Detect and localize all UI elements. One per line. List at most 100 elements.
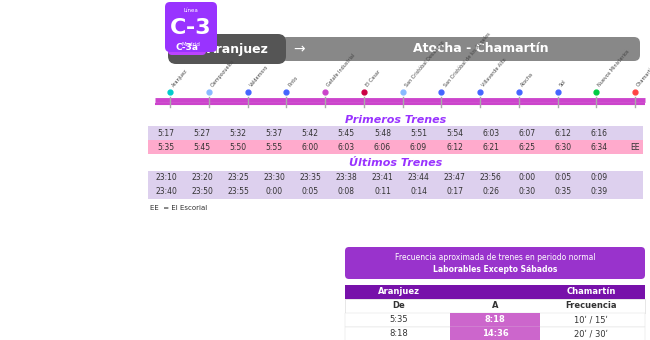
Text: 0:00: 0:00 xyxy=(266,187,283,197)
Text: San Cristóbal Desahogo: San Cristóbal Desahogo xyxy=(404,39,445,88)
Text: Atocha: Atocha xyxy=(520,72,534,88)
Text: Aranjuez: Aranjuez xyxy=(207,42,269,55)
Text: EE  = El Escorial: EE = El Escorial xyxy=(150,205,207,211)
Text: 23:20: 23:20 xyxy=(191,173,213,183)
Text: 6:03: 6:03 xyxy=(338,142,355,152)
Text: 5:51: 5:51 xyxy=(410,129,427,137)
Text: →: → xyxy=(293,42,305,56)
Text: 8:18: 8:18 xyxy=(485,316,506,324)
Text: Valdemoro: Valdemoro xyxy=(248,65,269,88)
Bar xyxy=(345,299,645,313)
Bar xyxy=(148,185,643,199)
Text: 23:56: 23:56 xyxy=(480,173,502,183)
Text: 0:17: 0:17 xyxy=(446,187,463,197)
Text: Madrid: Madrid xyxy=(181,41,200,47)
Text: 0:05: 0:05 xyxy=(554,173,571,183)
Text: 23:38: 23:38 xyxy=(335,173,358,183)
Bar xyxy=(148,140,643,154)
Text: 6:12: 6:12 xyxy=(554,129,571,137)
Text: Sol: Sol xyxy=(558,79,567,88)
Text: Laborables Excepto Sábados: Laborables Excepto Sábados xyxy=(433,265,557,273)
Text: 5:32: 5:32 xyxy=(229,129,246,137)
Text: 0:26: 0:26 xyxy=(482,187,499,197)
Text: 23:25: 23:25 xyxy=(227,173,249,183)
Text: 8:18: 8:18 xyxy=(389,329,408,339)
Text: 6:25: 6:25 xyxy=(518,142,535,152)
Text: 5:17: 5:17 xyxy=(157,129,174,137)
Text: 5:54: 5:54 xyxy=(446,129,463,137)
Text: 6:16: 6:16 xyxy=(590,129,607,137)
Text: 6:09: 6:09 xyxy=(410,142,427,152)
Text: 6:07: 6:07 xyxy=(518,129,536,137)
Text: Línea: Línea xyxy=(183,7,198,13)
Text: C-3a: C-3a xyxy=(176,42,198,51)
Text: 23:50: 23:50 xyxy=(191,187,213,197)
FancyBboxPatch shape xyxy=(168,39,206,55)
Text: 0:35: 0:35 xyxy=(554,187,571,197)
Text: 10ʹ / 15ʹ: 10ʹ / 15ʹ xyxy=(574,316,608,324)
FancyBboxPatch shape xyxy=(165,2,217,52)
Text: A: A xyxy=(492,302,499,310)
Text: 5:45: 5:45 xyxy=(194,142,211,152)
Text: Ciempozuelos: Ciempozuelos xyxy=(210,58,236,88)
Text: 0:14: 0:14 xyxy=(410,187,427,197)
Text: Aranjuez: Aranjuez xyxy=(378,288,420,296)
Text: 5:37: 5:37 xyxy=(266,129,283,137)
Text: 0:11: 0:11 xyxy=(374,187,391,197)
Text: 23:44: 23:44 xyxy=(408,173,430,183)
Bar xyxy=(148,171,643,185)
Text: El Casar: El Casar xyxy=(365,69,382,88)
Text: Getafe Industrial: Getafe Industrial xyxy=(326,53,356,88)
FancyBboxPatch shape xyxy=(345,247,645,279)
Bar xyxy=(148,126,643,140)
Text: Chamartín: Chamartín xyxy=(636,65,650,88)
Text: Aranjuez: Aranjuez xyxy=(171,68,188,88)
Text: 14:36: 14:36 xyxy=(482,329,508,339)
Text: 5:35: 5:35 xyxy=(390,316,408,324)
Text: Frecuencia: Frecuencia xyxy=(566,302,617,310)
Text: 5:48: 5:48 xyxy=(374,129,391,137)
Text: 5:45: 5:45 xyxy=(338,129,355,137)
Text: 5:55: 5:55 xyxy=(266,142,283,152)
Text: 5:42: 5:42 xyxy=(302,129,318,137)
Text: 23:35: 23:35 xyxy=(300,173,321,183)
Bar xyxy=(450,327,540,340)
Text: 23:40: 23:40 xyxy=(155,187,177,197)
Text: 20ʹ / 30ʹ: 20ʹ / 30ʹ xyxy=(574,329,608,339)
FancyBboxPatch shape xyxy=(281,37,640,61)
Text: Atocha - Chamartín: Atocha - Chamartín xyxy=(413,42,549,55)
Text: Últimos Trenes: Últimos Trenes xyxy=(349,158,442,168)
Text: 0:00: 0:00 xyxy=(518,173,536,183)
Text: 6:12: 6:12 xyxy=(446,142,463,152)
Text: 0:08: 0:08 xyxy=(338,187,355,197)
Bar xyxy=(450,313,540,327)
Text: 23:30: 23:30 xyxy=(263,173,285,183)
Text: Nuevos Ministerios: Nuevos Ministerios xyxy=(597,49,631,88)
Text: 23:10: 23:10 xyxy=(155,173,177,183)
Bar xyxy=(345,285,645,299)
Text: 0:39: 0:39 xyxy=(590,187,608,197)
Text: EE: EE xyxy=(630,142,640,152)
Text: 23:55: 23:55 xyxy=(227,187,249,197)
Text: Frecuencia aproximada de trenes en periodo normal: Frecuencia aproximada de trenes en perio… xyxy=(395,254,595,262)
Text: Villaverde Alto: Villaverde Alto xyxy=(481,57,508,88)
Bar xyxy=(345,327,645,340)
Text: San Cristóbal de los Ángeles: San Cristóbal de los Ángeles xyxy=(442,31,491,88)
Text: 0:09: 0:09 xyxy=(590,173,608,183)
Text: De: De xyxy=(393,302,406,310)
Text: 5:35: 5:35 xyxy=(157,142,175,152)
Text: 6:00: 6:00 xyxy=(302,142,319,152)
Text: 0:05: 0:05 xyxy=(302,187,319,197)
Text: 6:06: 6:06 xyxy=(374,142,391,152)
Text: 23:41: 23:41 xyxy=(372,173,393,183)
Text: 23:47: 23:47 xyxy=(444,173,465,183)
Text: C-3: C-3 xyxy=(170,18,212,38)
Text: 0:30: 0:30 xyxy=(518,187,536,197)
Text: Pinto: Pinto xyxy=(287,75,299,88)
Text: Chamartín: Chamartín xyxy=(566,288,616,296)
Text: 5:27: 5:27 xyxy=(194,129,211,137)
Text: 6:21: 6:21 xyxy=(482,142,499,152)
Bar xyxy=(345,313,645,327)
Text: 5:50: 5:50 xyxy=(229,142,247,152)
Text: 6:34: 6:34 xyxy=(590,142,608,152)
